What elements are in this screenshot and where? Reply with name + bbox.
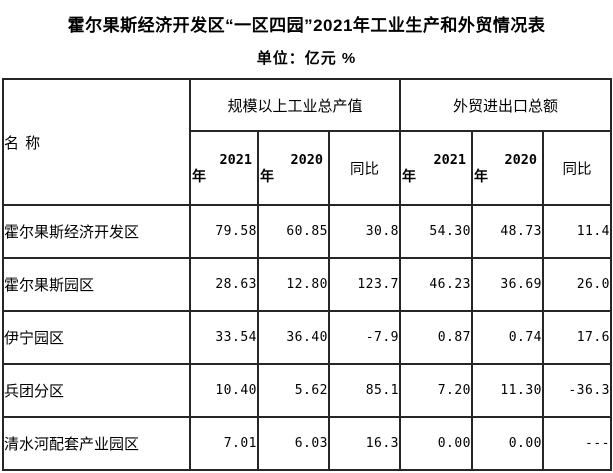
cell-industry-2020: 6.03 (257, 416, 330, 471)
cell-trade-2020: 36.69 (471, 257, 544, 312)
cell-trade-2020: 0.00 (471, 416, 544, 471)
year-number: 2020 (504, 151, 537, 168)
col-header-industry-yoy: 同比 (328, 130, 401, 206)
cell-industry-2021: 7.01 (189, 416, 259, 471)
table-row: 伊宁园区 33.54 36.40 -7.9 0.87 0.74 17.6 (2, 310, 612, 365)
cell-trade-2021: 0.87 (399, 310, 473, 365)
year-suffix: 年 (260, 167, 274, 184)
cell-industry-2020: 12.80 (257, 257, 330, 312)
cell-trade-yoy: 17.6 (542, 310, 612, 365)
unit-label: 单位：亿元 % (256, 50, 357, 67)
year-suffix: 年 (474, 167, 488, 184)
col-header-industry-2020: 2020 年 (257, 130, 330, 206)
cell-industry-yoy: -7.9 (328, 310, 401, 365)
row-name-cell: 霍尔果斯园区 (2, 257, 191, 312)
cell-industry-2020: 60.85 (257, 204, 330, 259)
row-name-cell: 伊宁园区 (2, 310, 191, 365)
table-row: 兵团分区 10.40 5.62 85.1 7.20 11.30 -36.3 (2, 363, 612, 418)
row-name-cell: 霍尔果斯经济开发区 (2, 204, 191, 259)
col-header-industry-2021: 2021 年 (189, 130, 259, 206)
header-row-groups: 名 称 规模以上工业总产值 外贸进出口总额 (2, 78, 612, 206)
cell-industry-2020: 5.62 (257, 363, 330, 418)
group-header-industrial-output: 规模以上工业总产值 (189, 78, 401, 132)
cell-industry-yoy: 16.3 (328, 416, 401, 471)
cell-trade-yoy: 11.4 (542, 204, 612, 259)
table-row: 霍尔果斯经济开发区 79.58 60.85 30.8 54.30 48.73 1… (2, 204, 612, 259)
name-column-header: 名 称 (2, 78, 191, 206)
table-row: 清水河配套产业园区 7.01 6.03 16.3 0.00 0.00 --- (2, 416, 612, 471)
col-header-trade-2021: 2021 年 (399, 130, 473, 206)
cell-trade-2021: 7.20 (399, 363, 473, 418)
cell-trade-2020: 48.73 (471, 204, 544, 259)
cell-industry-2021: 33.54 (189, 310, 259, 365)
cell-industry-2021: 10.40 (189, 363, 259, 418)
row-name-cell: 清水河配套产业园区 (2, 416, 191, 471)
table-row: 霍尔果斯园区 28.63 12.80 123.7 46.23 36.69 26.… (2, 257, 612, 312)
page-title: 霍尔果斯经济开发区“一区四园”2021年工业生产和外贸情况表 (67, 16, 546, 35)
group-header-foreign-trade: 外贸进出口总额 (399, 78, 612, 132)
cell-trade-2021: 46.23 (399, 257, 473, 312)
cell-trade-yoy: --- (542, 416, 612, 471)
cell-trade-yoy: -36.3 (542, 363, 612, 418)
col-header-trade-2020: 2020 年 (471, 130, 544, 206)
year-suffix: 年 (402, 167, 416, 184)
cell-industry-2021: 79.58 (189, 204, 259, 259)
industry-trade-table: 名 称 规模以上工业总产值 外贸进出口总额 2021 年 2020 年 同比 2… (2, 78, 612, 471)
cell-trade-2021: 54.30 (399, 204, 473, 259)
cell-trade-2021: 0.00 (399, 416, 473, 471)
year-number: 2021 (433, 151, 466, 168)
cell-industry-yoy: 30.8 (328, 204, 401, 259)
header-row-years: 2021 年 2020 年 同比 2021 年 2020 年 同比 (3, 130, 612, 206)
cell-trade-yoy: 26.0 (542, 257, 612, 312)
row-name-cell: 兵团分区 (2, 363, 191, 418)
cell-industry-2021: 28.63 (189, 257, 259, 312)
year-number: 2020 (290, 151, 323, 168)
cell-industry-yoy: 85.1 (328, 363, 401, 418)
col-header-trade-yoy: 同比 (542, 130, 612, 206)
cell-trade-2020: 11.30 (471, 363, 544, 418)
year-suffix: 年 (192, 167, 206, 184)
cell-trade-2020: 0.74 (471, 310, 544, 365)
year-number: 2021 (219, 151, 252, 168)
cell-industry-2020: 36.40 (257, 310, 330, 365)
cell-industry-yoy: 123.7 (328, 257, 401, 312)
